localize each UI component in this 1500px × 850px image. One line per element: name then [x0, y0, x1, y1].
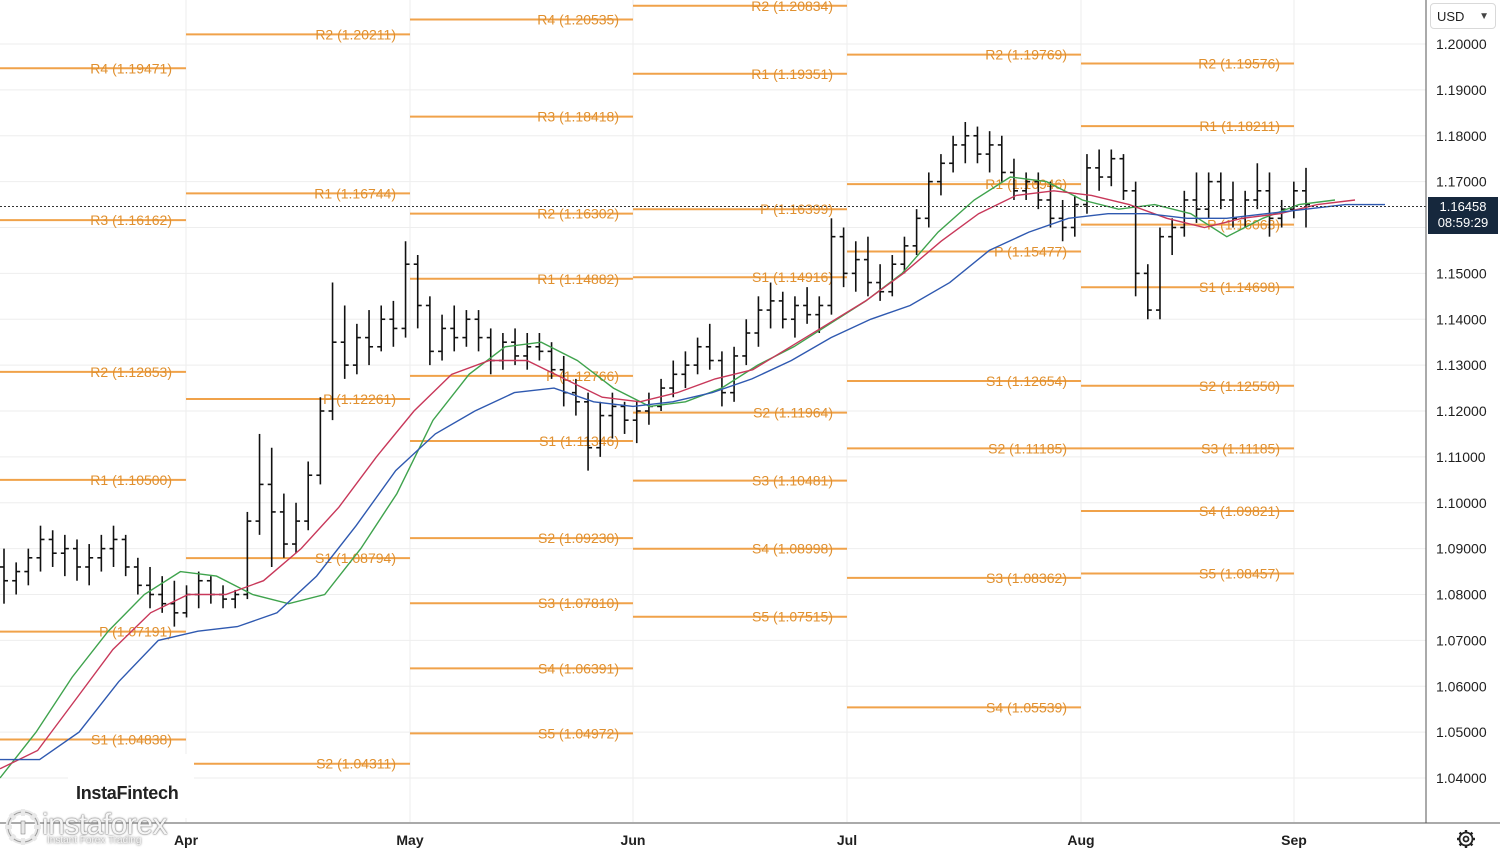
- current-price-badge: 1.16458 08:59:29: [1428, 197, 1498, 234]
- pivot-level-label: R4 (1.20535): [537, 11, 619, 27]
- pivot-level-label: S4 (1.08998): [752, 541, 833, 557]
- partner-logo-box: [68, 754, 194, 818]
- currency-label: USD: [1437, 8, 1465, 24]
- pivot-level-label: P (1.15477): [994, 243, 1067, 259]
- price-axis-tick: 1.10000: [1436, 495, 1487, 511]
- pivot-level-label: S1 (1.14698): [1199, 279, 1280, 295]
- pivot-level-label: R3 (1.18418): [537, 109, 619, 125]
- pivot-level-label: R1 (1.10500): [90, 472, 172, 488]
- price-axis-tick: 1.07000: [1436, 632, 1487, 648]
- month-label-aug: Aug: [1067, 832, 1094, 848]
- chevron-down-icon: ▼: [1479, 10, 1489, 22]
- price-axis-tick: 1.04000: [1436, 770, 1487, 786]
- pivot-level-label: S2 (1.11185): [988, 440, 1067, 456]
- price-axis-tick: 1.15000: [1436, 265, 1487, 281]
- pivot-level-label: R2 (1.20834): [751, 0, 833, 14]
- pivot-level-label: S2 (1.04311): [316, 756, 396, 772]
- pivot-level-label: R3 (1.16162): [90, 212, 172, 228]
- pivot-level-label: S3 (1.08362): [986, 570, 1067, 586]
- pivot-level-label: S4 (1.05539): [986, 699, 1067, 715]
- pivot-level-label: S4 (1.09821): [1199, 503, 1280, 519]
- pivot-level-label: S1 (1.12654): [986, 373, 1067, 389]
- moving-average-fast: [0, 176, 1336, 779]
- price-axis-tick: 1.18000: [1436, 128, 1487, 144]
- month-label-may: May: [396, 832, 423, 848]
- pivot-level-label: S2 (1.12550): [1199, 378, 1280, 394]
- pivot-level-label: P (1.16399): [760, 201, 833, 217]
- price-axis-tick: 1.20000: [1436, 36, 1487, 52]
- price-axis: [1426, 0, 1500, 850]
- pivot-level-label: S2 (1.11964): [753, 405, 833, 421]
- partner-logo-text: InstaFintech: [76, 783, 179, 803]
- watermark-tagline: Instant Forex Trading: [47, 835, 142, 846]
- moving-average-slow: [0, 203, 1385, 761]
- month-label-sep: Sep: [1281, 832, 1307, 848]
- pivot-level-label: S2 (1.09230): [538, 530, 619, 546]
- price-axis-tick: 1.17000: [1436, 174, 1487, 190]
- instaforex-logo-icon: [5, 809, 41, 845]
- price-axis-tick: 1.19000: [1436, 82, 1487, 98]
- pivot-level-label: R1 (1.19351): [751, 66, 833, 82]
- pivot-level-label: R2 (1.12853): [90, 364, 172, 380]
- pivot-level-label: R2 (1.19769): [985, 47, 1067, 63]
- pivot-level-label: S3 (1.07810): [538, 595, 619, 611]
- pivot-level-label: S1 (1.11346): [539, 433, 619, 449]
- pivot-level-label: R1 (1.18211): [1199, 118, 1280, 134]
- price-axis-tick: 1.11000: [1436, 449, 1486, 465]
- pivot-level-label: S1 (1.08794): [315, 550, 396, 566]
- currency-selector[interactable]: USD ▼: [1430, 3, 1496, 29]
- pivot-level-label: R1 (1.16744): [314, 185, 396, 201]
- moving-average-mid: [0, 190, 1356, 770]
- pivot-level-label: S1 (1.14916): [752, 269, 833, 285]
- month-label-jun: Jun: [621, 832, 646, 848]
- price-axis-tick: 1.08000: [1436, 587, 1487, 603]
- price-axis-tick: 1.14000: [1436, 311, 1487, 327]
- price-axis-tick: 1.05000: [1436, 724, 1487, 740]
- pivot-level-label: R1 (1.14882): [537, 271, 619, 287]
- price-axis-tick: 1.13000: [1436, 357, 1487, 373]
- pivot-level-label: R2 (1.20211): [315, 26, 396, 42]
- current-price-value: 1.16458: [1439, 199, 1487, 214]
- watermark-brand: instaforex: [42, 808, 168, 841]
- time-axis: [0, 823, 1500, 850]
- pivot-level-label: R2 (1.19576): [1198, 55, 1280, 71]
- pivot-level-label: S3 (1.11185): [1201, 440, 1280, 456]
- pivot-level-label: S4 (1.06391): [538, 660, 619, 676]
- pivot-level-label: S5 (1.04972): [538, 725, 619, 741]
- pivot-level-label: S3 (1.10481): [752, 473, 833, 489]
- gear-icon[interactable]: [1456, 829, 1476, 849]
- candle-countdown: 08:59:29: [1437, 215, 1489, 230]
- pivot-level-label: S1 (1.04838): [91, 732, 172, 748]
- pivot-level-label: R2 (1.16302): [537, 206, 619, 222]
- pivot-level-label: S5 (1.07515): [752, 609, 833, 625]
- pivot-level-label: P (1.07191): [99, 624, 172, 640]
- month-label-apr: Apr: [174, 832, 199, 848]
- pivot-level-label: S5 (1.08457): [1199, 566, 1280, 582]
- pivot-level-label: R4 (1.19471): [90, 60, 172, 76]
- price-axis-tick: 1.09000: [1436, 541, 1487, 557]
- pivot-level-label: P (1.12261): [323, 391, 396, 407]
- price-axis-tick: 1.12000: [1436, 403, 1487, 419]
- pivot-level-label: P (1.16063): [1207, 217, 1280, 233]
- month-label-jul: Jul: [837, 832, 857, 848]
- price-axis-tick: 1.06000: [1436, 678, 1487, 694]
